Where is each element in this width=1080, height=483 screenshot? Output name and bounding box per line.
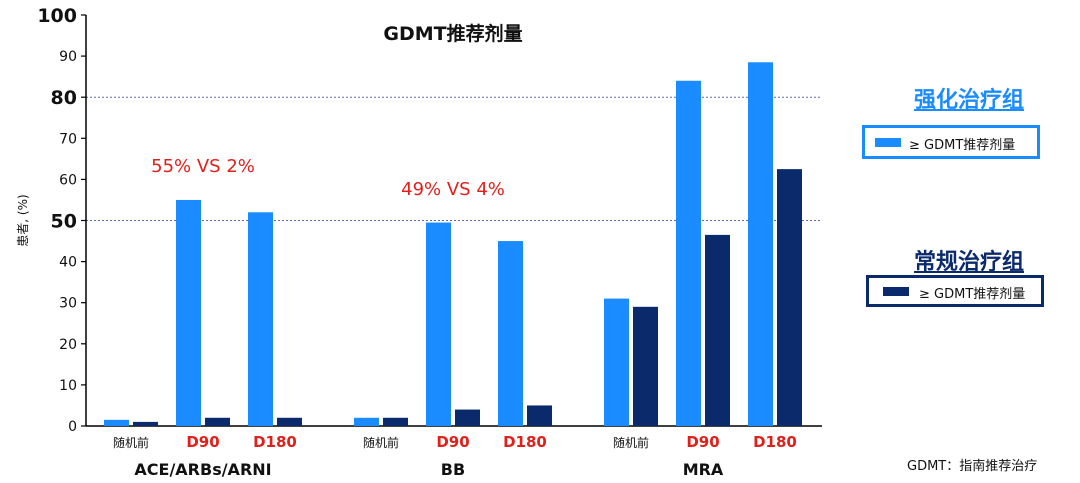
legend-swatch-intensive <box>875 138 901 147</box>
legend-title-usual: 常规治疗组 <box>914 250 1025 275</box>
group-label-2: MRA <box>683 460 724 479</box>
legend-box-intensive: ≥ GDMT推荐剂量 <box>862 125 1040 159</box>
bar-mra-0-s1 <box>633 306 658 426</box>
bar-acearbsarni-1-s1 <box>205 417 230 426</box>
y-tick-label-30: 30 <box>59 296 77 312</box>
legend-box-usual: ≥ GDMT推荐剂量 <box>866 275 1044 307</box>
x-tick-label-2-0: 随机前 <box>613 435 649 450</box>
legend-label-intensive: ≥ GDMT推荐剂量 <box>909 138 1016 153</box>
y-tick-label-100: 100 <box>37 5 77 27</box>
x-tick-label-0-2: D180 <box>253 433 297 451</box>
y-tick-label-90: 90 <box>59 49 77 65</box>
bar-mra-0-s0 <box>604 298 629 426</box>
x-tick-label-1-1: D90 <box>436 433 469 451</box>
bar-mra-2-s1 <box>777 169 802 426</box>
annotation-0: 55% VS 2% <box>151 156 255 177</box>
bar-bb-1-s1 <box>455 409 480 426</box>
legend-swatch-usual <box>883 287 909 296</box>
legend-title-intensive: 强化治疗组 <box>914 88 1025 113</box>
y-tick-label-70: 70 <box>59 131 77 147</box>
bar-acearbsarni-2-s0 <box>248 212 273 426</box>
bar-acearbsarni-2-s1 <box>277 417 302 426</box>
bar-bb-2-s1 <box>527 405 552 426</box>
x-tick-label-0-1: D90 <box>186 433 219 451</box>
y-tick-label-10: 10 <box>59 378 77 394</box>
annotation-1: 49% VS 4% <box>401 179 505 200</box>
bar-bb-0-s1 <box>383 417 408 426</box>
y-axis-label: 患者, (%) <box>16 194 30 246</box>
group-label-0: ACE/ARBs/ARNI <box>134 460 271 479</box>
bar-acearbsarni-0-s1 <box>133 421 158 426</box>
bar-acearbsarni-0-s0 <box>104 419 129 426</box>
bar-mra-1-s0 <box>676 80 701 426</box>
y-tick-label-50: 50 <box>51 211 77 233</box>
chart-title: GDMT推荐剂量 <box>383 22 522 45</box>
bar-mra-2-s0 <box>748 62 773 426</box>
y-tick-label-60: 60 <box>59 172 77 188</box>
x-tick-label-0-0: 随机前 <box>113 435 149 450</box>
footnote: GDMT：指南推荐治疗 <box>907 459 1038 474</box>
y-tick-label-80: 80 <box>51 87 77 109</box>
x-tick-label-2-1: D90 <box>686 433 719 451</box>
legend-label-usual: ≥ GDMT推荐剂量 <box>919 287 1026 302</box>
bar-bb-0-s0 <box>354 417 379 426</box>
bar-acearbsarni-1-s0 <box>176 199 201 426</box>
x-tick-label-1-2: D180 <box>503 433 547 451</box>
bar-bb-2-s0 <box>498 241 523 426</box>
y-tick-label-20: 20 <box>59 337 77 353</box>
x-tick-label-1-0: 随机前 <box>363 435 399 450</box>
x-tick-label-2-2: D180 <box>753 433 797 451</box>
bar-bb-1-s0 <box>426 222 451 426</box>
bar-mra-1-s1 <box>705 234 730 426</box>
group-label-1: BB <box>441 460 465 479</box>
y-tick-label-40: 40 <box>59 255 77 271</box>
y-tick-label-0: 0 <box>68 419 77 435</box>
